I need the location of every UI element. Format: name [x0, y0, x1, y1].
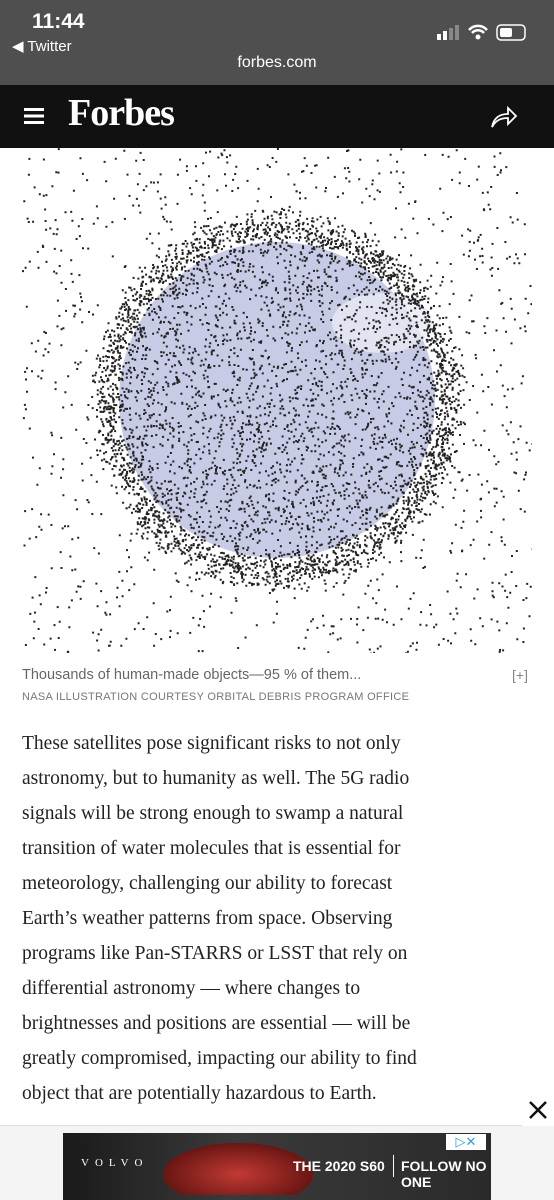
share-icon[interactable] [488, 103, 518, 131]
article-line: signals will be strong enough to swamp a… [22, 803, 404, 824]
article-line: object that are potentially hazardous to… [22, 1083, 377, 1104]
brand-logo[interactable]: Forbes [68, 92, 175, 134]
ad-brand: VOLVO [81, 1157, 149, 1169]
ad-banner[interactable]: VOLVO THE 2020 S60 FOLLOW NO ONE ▷✕ [63, 1133, 491, 1200]
nav-bar: Forbes [0, 85, 554, 148]
article-line: greatly compromised, impacting our abili… [22, 1048, 417, 1069]
debris-dots [22, 148, 532, 653]
expand-caption[interactable]: [+] [512, 667, 528, 683]
ad-car [163, 1143, 313, 1195]
status-icons [437, 24, 526, 41]
article-line: programs like Pan-STARRS or LSST that re… [22, 943, 408, 964]
caption: Thousands of human-made objects—95 % of … [22, 667, 362, 683]
article-line: meteorology, challenging our ability to … [22, 873, 393, 894]
article-line: These satellites pose significant risks … [22, 733, 401, 754]
article-line: astronomy, but to humanity as well. The … [22, 768, 410, 789]
back-link[interactable]: ◀ Twitter [12, 38, 72, 55]
url[interactable]: forbes.com [237, 54, 317, 71]
article-line: transition of water molecules that is es… [22, 838, 401, 859]
time: 11:44 [32, 10, 85, 33]
article-line: differential astronomy — where changes t… [22, 978, 361, 999]
menu-icon[interactable] [24, 107, 46, 125]
debris-illustration [22, 148, 532, 653]
status-bar: 11:44 ◀ Twitter forbes.com [0, 0, 554, 85]
ad-model: THE 2020 S60 [293, 1158, 385, 1174]
ad-tagline: FOLLOW NO ONE [401, 1158, 487, 1190]
close-ad[interactable] [522, 1094, 554, 1126]
article-line: brightnesses and positions are essential… [22, 1013, 411, 1034]
ad-choices[interactable]: ▷✕ [446, 1134, 486, 1150]
article-line: Earth’s weather patterns from space. Obs… [22, 908, 393, 929]
credit: NASA ILLUSTRATION COURTESY ORBITAL DEBRI… [22, 691, 410, 703]
